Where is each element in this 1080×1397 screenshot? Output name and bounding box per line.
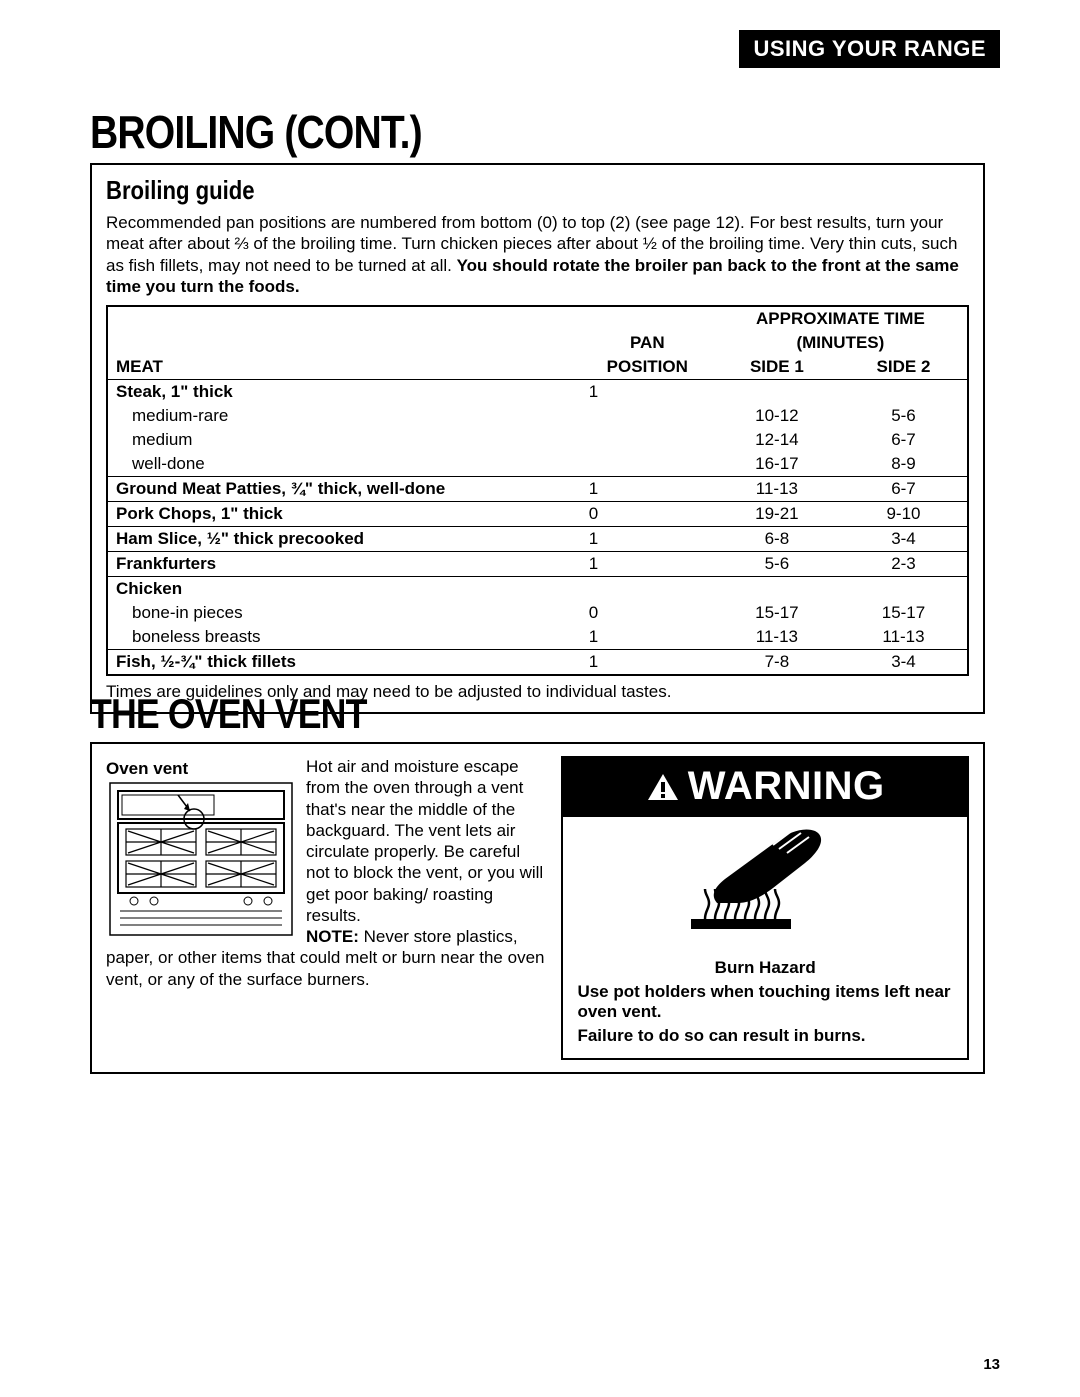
hdr-side1: SIDE 1 (750, 357, 804, 376)
ovenvent-para: Hot air and moisture escape from the ove… (306, 757, 543, 925)
pan-cell: 0 (581, 601, 714, 625)
pan-cell (581, 404, 714, 428)
side1-cell (714, 577, 840, 602)
side1-cell: 10-12 (714, 404, 840, 428)
broiling-box: Broiling guide Recommended pan positions… (90, 163, 985, 714)
stove-icon (106, 779, 296, 939)
side1-cell: 6-8 (714, 527, 840, 552)
table-row: Ground Meat Patties, ¾" thick, well-done… (107, 477, 968, 502)
meat-sublabel: boneless breasts (107, 625, 581, 650)
warning-title: WARNING (688, 764, 885, 809)
page-number: 13 (983, 1356, 1000, 1373)
side1-cell: 11-13 (714, 625, 840, 650)
pan-cell: 1 (581, 527, 714, 552)
warning-header: WARNING (563, 758, 967, 815)
section-header: USING YOUR RANGE (739, 30, 1000, 68)
warning-graphic (563, 815, 967, 940)
hdr-side2: SIDE 2 (877, 357, 931, 376)
table-subrow: medium-rare 10-125-6 (107, 404, 968, 428)
ovenvent-section: THE OVEN VENT Oven vent (90, 690, 985, 1074)
meat-label: Ground Meat Patties, ¾" thick, well-done (116, 479, 445, 498)
broiling-title: BROILING (CONT.) (90, 105, 851, 159)
warning-triangle-icon (646, 772, 680, 802)
meat-sublabel: well-done (107, 452, 581, 477)
ovenvent-title: THE OVEN VENT (90, 690, 851, 738)
side2-cell (840, 577, 968, 602)
pan-cell: 1 (581, 477, 714, 502)
pan-cell: 1 (581, 380, 714, 405)
pan-cell: 1 (581, 650, 714, 676)
side2-cell: 3-4 (840, 650, 968, 676)
side2-cell: 11-13 (840, 625, 968, 650)
table-row: Chicken (107, 577, 968, 602)
side1-cell: 19-21 (714, 502, 840, 527)
warning-line1: Use pot holders when touching items left… (577, 982, 953, 1022)
side2-cell: 15-17 (840, 601, 968, 625)
broiling-table: APPROXIMATE TIME PAN (MINUTES) MEAT POSI… (106, 305, 969, 676)
side2-cell: 6-7 (840, 428, 968, 452)
oven-vent-figure-label: Oven vent (106, 758, 296, 779)
burn-hand-icon (655, 823, 875, 933)
pan-cell (581, 577, 714, 602)
warning-hazard: Burn Hazard (577, 958, 953, 978)
table-subrow: medium 12-146-7 (107, 428, 968, 452)
pan-cell: 1 (581, 552, 714, 577)
table-row: Pork Chops, 1" thick 019-219-10 (107, 502, 968, 527)
side2-cell: 6-7 (840, 477, 968, 502)
broiling-subheading: Broiling guide (106, 175, 840, 206)
side1-cell: 5-6 (714, 552, 840, 577)
broiling-intro: Recommended pan positions are numbered f… (106, 212, 969, 297)
hdr-position: POSITION (607, 357, 688, 376)
side1-cell: 15-17 (714, 601, 840, 625)
meat-sublabel: medium (107, 428, 581, 452)
hdr-approx: APPROXIMATE TIME (756, 309, 925, 328)
side2-cell: 8-9 (840, 452, 968, 477)
side2-cell (840, 380, 968, 405)
meat-label: Chicken (116, 579, 182, 598)
ovenvent-box: Oven vent (90, 742, 985, 1074)
table-subrow: bone-in pieces015-1715-17 (107, 601, 968, 625)
meat-sublabel: bone-in pieces (107, 601, 581, 625)
meat-label: Steak, 1" thick (116, 382, 233, 401)
pan-cell (581, 452, 714, 477)
pan-cell (581, 428, 714, 452)
warning-body: Burn Hazard Use pot holders when touchin… (563, 940, 967, 1058)
side2-cell: 5-6 (840, 404, 968, 428)
warning-panel: WARNING (561, 756, 969, 1060)
side2-cell: 9-10 (840, 502, 968, 527)
side1-cell: 12-14 (714, 428, 840, 452)
broiling-section: BROILING (CONT.) Broiling guide Recommen… (90, 105, 985, 714)
pan-cell: 1 (581, 625, 714, 650)
side1-cell: 11-13 (714, 477, 840, 502)
ovenvent-note-label: NOTE: (306, 927, 359, 946)
table-subrow: well-done 16-178-9 (107, 452, 968, 477)
table-row: Ham Slice, ½" thick precooked 16-83-4 (107, 527, 968, 552)
hdr-meat: MEAT (116, 357, 163, 376)
side1-cell: 16-17 (714, 452, 840, 477)
pan-cell: 0 (581, 502, 714, 527)
meat-label: Fish, ½-¾" thick fillets (116, 652, 296, 671)
meat-label: Ham Slice, ½" thick precooked (116, 529, 364, 548)
side2-cell: 3-4 (840, 527, 968, 552)
meat-label: Pork Chops, 1" thick (116, 504, 283, 523)
table-subrow: boneless breasts111-1311-13 (107, 625, 968, 650)
ovenvent-text-column: Oven vent (106, 756, 547, 990)
oven-vent-figure: Oven vent (106, 758, 296, 945)
table-row: Frankfurters 15-62-3 (107, 552, 968, 577)
table-row: Fish, ½-¾" thick fillets 17-83-4 (107, 650, 968, 676)
side1-cell (714, 380, 840, 405)
side1-cell: 7-8 (714, 650, 840, 676)
hdr-pan: PAN (630, 333, 665, 352)
side2-cell: 2-3 (840, 552, 968, 577)
hdr-minutes: (MINUTES) (796, 333, 884, 352)
table-row: Steak, 1" thick 1 (107, 380, 968, 405)
meat-label: Frankfurters (116, 554, 216, 573)
meat-sublabel: medium-rare (107, 404, 581, 428)
warning-line2: Failure to do so can result in burns. (577, 1026, 953, 1046)
